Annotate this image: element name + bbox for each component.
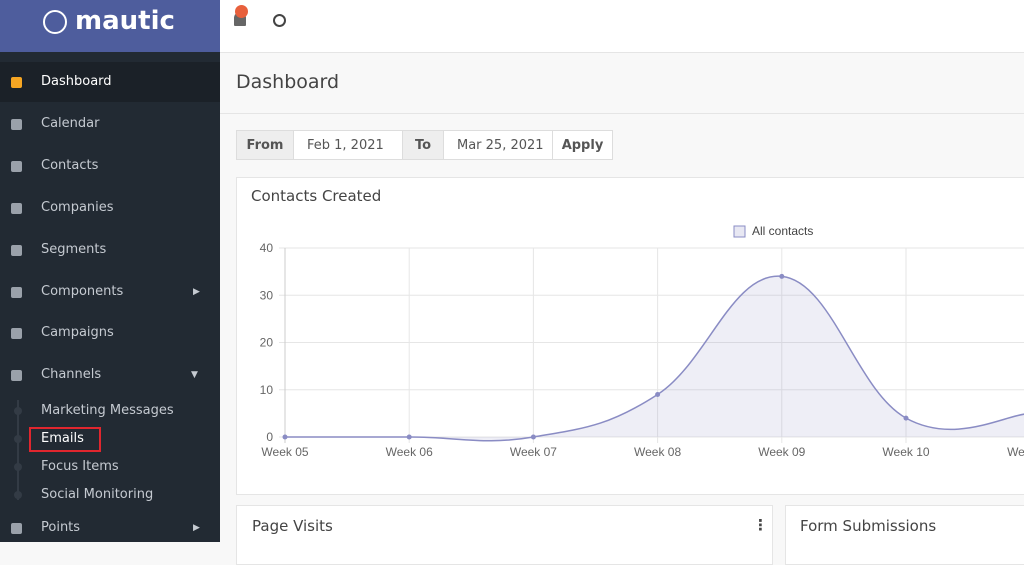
menu-item[interactable]: Components (41, 284, 124, 299)
logo-icon (43, 10, 67, 34)
to-input[interactable]: Mar 25, 2021 (443, 130, 553, 160)
menu-icon (11, 328, 22, 339)
menu-item[interactable]: Points (41, 520, 81, 535)
top-bar (220, 0, 1024, 53)
from-input[interactable]: Feb 1, 2021 (293, 130, 403, 160)
menu-icon (11, 370, 22, 381)
y-tick-label: 30 (260, 288, 274, 302)
chart-panel (236, 177, 1024, 495)
x-tick-label: Week 07 (510, 445, 557, 459)
menu-item[interactable]: Calendar (41, 116, 100, 131)
x-tick-label: Week 08 (634, 445, 681, 459)
page-visits-panel: Page Visits ⋮ (236, 505, 773, 565)
menu-item[interactable]: Channels (41, 367, 102, 382)
menu-item[interactable]: Campaigns (41, 325, 114, 340)
point (530, 434, 536, 440)
legend-label: All contacts (752, 224, 813, 238)
point (406, 434, 412, 440)
page-header: Dashboard (220, 53, 1024, 114)
area (285, 276, 1024, 441)
panel-title: Form Submissions (800, 517, 937, 535)
x-tick-label: Week 06 (386, 445, 433, 459)
x-tick-label: Week 09 (758, 445, 805, 459)
y-tick-label: 0 (266, 430, 273, 444)
menu-icon (11, 119, 22, 130)
logo-text[interactable]: mautic (75, 6, 175, 36)
menu-item[interactable]: Companies (41, 200, 114, 215)
chart-title: Contacts Created (251, 187, 381, 205)
menu-icon (11, 203, 22, 214)
y-tick-label: 20 (260, 336, 274, 350)
expand-arrow: ▼ (191, 370, 198, 380)
menu-icon (11, 161, 22, 172)
submenu-item[interactable]: Focus Items (41, 459, 119, 474)
panel-title: Page Visits (252, 517, 333, 535)
menu-icon (11, 77, 22, 88)
sidebar: mautic Dashboard Calendar Contacts Companie… (0, 0, 220, 542)
y-tick-label: 10 (260, 383, 274, 397)
submenu-line (17, 400, 19, 500)
chart: Contacts Created 0 10 20 30 40 Week 05 Week 06… (251, 187, 1024, 459)
page-title: Dashboard (236, 71, 340, 93)
expand-arrow: ▶ (193, 523, 200, 533)
point (282, 434, 288, 440)
badge (235, 5, 248, 18)
menu-icon (11, 523, 22, 534)
expand-arrow: ▶ (193, 287, 200, 297)
point (903, 415, 909, 421)
menu-item[interactable]: Dashboard (41, 74, 112, 89)
submenu-item[interactable]: Emails (41, 431, 84, 446)
search-icon[interactable] (273, 14, 286, 27)
menu-icon (11, 245, 22, 256)
active-item-bg (0, 62, 220, 102)
y-tick-label: 40 (260, 241, 274, 255)
point (655, 391, 661, 397)
form-submissions-panel: Form Submissions (785, 505, 1024, 565)
logo-bar: mautic (0, 0, 220, 52)
menu-icon (11, 287, 22, 298)
legend-swatch (733, 225, 746, 238)
menu-item[interactable]: Segments (41, 242, 107, 257)
apply-button[interactable]: Apply (552, 130, 613, 160)
menu-item[interactable]: Contacts (41, 158, 99, 173)
x-tick-label: Week 11 (1007, 445, 1024, 459)
x-tick-label: Week 10 (882, 445, 929, 459)
to-label: To (402, 130, 444, 160)
submenu-item[interactable]: Marketing Messages (41, 403, 174, 418)
x-tick-label: Week 05 (261, 445, 308, 459)
point (779, 273, 785, 279)
kebab-menu[interactable]: ⋮ (753, 516, 768, 534)
submenu-item[interactable]: Social Monitoring (41, 487, 154, 502)
highlight-box (29, 427, 101, 452)
from-label: From (236, 130, 294, 160)
